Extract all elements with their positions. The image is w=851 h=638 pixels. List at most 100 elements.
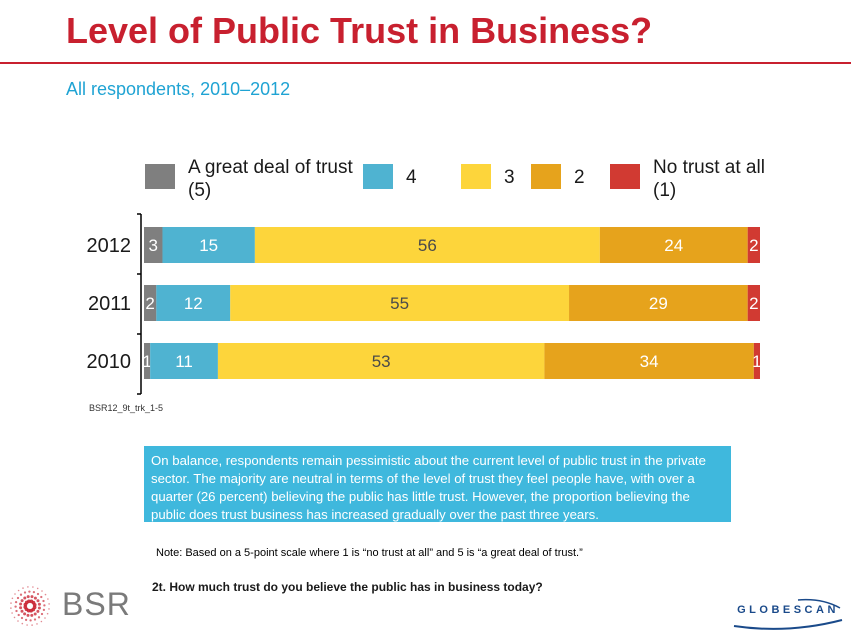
legend-label-line: (1) xyxy=(653,180,676,201)
bar-value-label: 29 xyxy=(649,294,668,313)
legend-label: A great deal of trust (5) xyxy=(188,157,353,201)
logo-dot xyxy=(36,592,40,596)
bar-value-label: 1 xyxy=(142,352,151,371)
logo-dot xyxy=(44,593,47,596)
logo-dot xyxy=(37,606,41,610)
logo-dot xyxy=(19,593,23,596)
bar-value-label: 53 xyxy=(372,352,391,371)
bar-segment xyxy=(569,285,748,321)
logo-dot xyxy=(13,616,16,619)
page-subtitle: All respondents, 2010–2012 xyxy=(66,79,291,99)
legend-entry: 3 xyxy=(461,164,515,189)
logo-dot xyxy=(11,597,14,600)
legend-entry: No trust at all (1) xyxy=(610,157,765,201)
category-label: 2011 xyxy=(88,293,131,315)
sunburst-dots-icon xyxy=(10,586,50,626)
logo-dot xyxy=(24,618,28,622)
legend-label: 3 xyxy=(504,167,515,188)
logo-dot xyxy=(14,605,17,608)
logo-dot xyxy=(17,613,20,617)
stacked-bar-chart: A great deal of trust (5) 4 3 2 No trust at a… xyxy=(87,157,765,413)
globe-arc-icon xyxy=(733,598,843,630)
logo-dot xyxy=(17,589,20,592)
legend-label-line: No trust at all xyxy=(653,157,765,178)
source-code: BSR12_9t_trk_1-5 xyxy=(89,403,163,413)
legend-label: 4 xyxy=(406,167,417,188)
logo-dot xyxy=(40,595,43,599)
bar-value-label: 11 xyxy=(175,352,193,371)
logo-dot xyxy=(26,624,28,626)
logo-dot xyxy=(20,599,24,603)
logo-dot xyxy=(28,590,31,593)
bar-segment xyxy=(150,343,218,379)
legend-swatch xyxy=(461,164,491,189)
logo-dot xyxy=(47,598,49,600)
bar-value-label: 56 xyxy=(418,236,437,255)
logo-dot xyxy=(37,616,41,619)
bar-segment xyxy=(144,285,157,321)
legend-entry: A great deal of trust (5) xyxy=(145,157,353,201)
bar-value-label: 55 xyxy=(390,294,409,313)
logo-dot xyxy=(27,586,29,588)
bar-value-label: 2 xyxy=(749,236,758,255)
legend-swatch xyxy=(145,164,175,189)
bar-segment xyxy=(217,343,545,379)
logo-dot xyxy=(36,599,40,603)
logo-dot xyxy=(36,609,40,613)
bar-segment xyxy=(254,227,600,263)
logo-dot xyxy=(48,603,50,605)
logo-dot xyxy=(23,591,27,594)
logo-dot xyxy=(15,609,18,613)
logo-dot xyxy=(40,620,43,623)
bar-segment xyxy=(156,285,231,321)
bar-value-label: 1 xyxy=(752,352,761,371)
legend-label-line: A great deal of trust xyxy=(188,157,353,178)
logo-dot xyxy=(10,607,12,609)
logo-dot xyxy=(32,590,36,594)
logo-dot xyxy=(42,608,46,612)
logo-dot xyxy=(33,596,37,600)
logo-dot xyxy=(46,612,49,615)
logo-dot xyxy=(19,602,23,606)
logo-dot xyxy=(19,606,23,610)
logo-dot xyxy=(48,608,50,610)
legend-label-line: 3 xyxy=(504,167,515,188)
bar-segment xyxy=(747,227,760,263)
bar-segment xyxy=(162,227,255,263)
logo-dot xyxy=(14,600,18,604)
legend-swatch xyxy=(363,164,393,189)
logo-dot xyxy=(37,602,41,606)
logo-dot xyxy=(23,596,27,600)
legend-label-line: 2 xyxy=(574,167,585,188)
logo-dot xyxy=(21,622,24,625)
bar-segment xyxy=(230,285,570,321)
legend-label-line: 4 xyxy=(406,167,417,188)
category-label: 2010 xyxy=(87,351,132,373)
bar-segment xyxy=(144,343,151,379)
scale-note: Note: Based on a 5-point scale where 1 i… xyxy=(156,547,583,559)
logo-dot xyxy=(44,617,46,619)
legend-entry: 4 xyxy=(363,164,417,189)
logo-dot xyxy=(26,595,30,599)
logo-dot xyxy=(26,613,30,617)
bar-segment xyxy=(144,227,163,263)
bar-value-label: 12 xyxy=(184,294,203,313)
logo-dot xyxy=(33,618,37,621)
bar-segment xyxy=(599,227,748,263)
logo-dot xyxy=(20,616,24,620)
bar-value-label: 24 xyxy=(664,236,683,255)
legend-label-line: (5) xyxy=(188,180,211,201)
logo-dot xyxy=(41,590,43,592)
bar-value-label: 15 xyxy=(199,236,218,255)
legend-label: No trust at all (1) xyxy=(653,157,765,201)
logo-dot xyxy=(33,612,37,616)
logo-dot xyxy=(43,604,46,607)
bar-value-label: 2 xyxy=(145,294,154,313)
logo-dot xyxy=(36,587,39,590)
bar-value-label: 34 xyxy=(640,352,659,371)
logo-dot xyxy=(10,602,12,604)
category-label: 2012 xyxy=(87,235,132,257)
legend-entry: 2 xyxy=(531,164,585,189)
logo-dot xyxy=(22,587,24,589)
globescan-logo: GLOBESCAN xyxy=(730,596,846,632)
